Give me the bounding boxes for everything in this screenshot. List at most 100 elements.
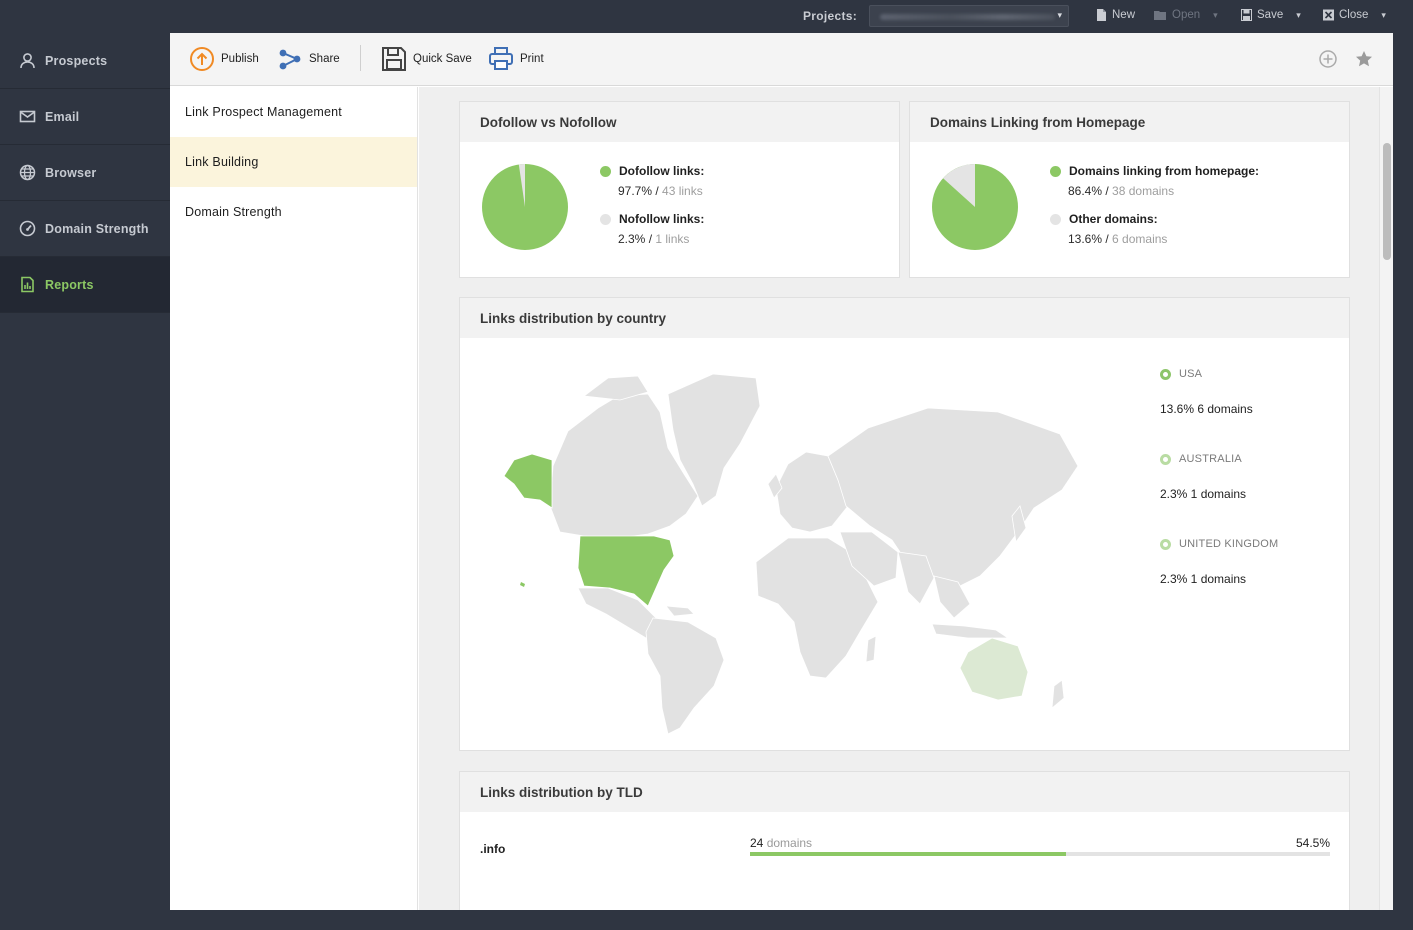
legend-percent: 97.7% xyxy=(618,184,653,198)
close-button[interactable]: Close ▾ xyxy=(1323,9,1386,21)
subnav-item-domain-strength[interactable]: Domain Strength xyxy=(185,205,282,219)
scrollbar-thumb[interactable] xyxy=(1383,143,1391,260)
content-scrollbar[interactable] xyxy=(1379,87,1393,910)
legend-count: 6 domains xyxy=(1112,232,1168,246)
legend-label: Other domains: xyxy=(1069,212,1158,226)
publish-label: Publish xyxy=(221,53,259,65)
map-region-uk xyxy=(767,473,783,499)
country-name: USA xyxy=(1179,368,1203,380)
floppy-icon xyxy=(1241,9,1252,21)
nav-label: Email xyxy=(45,109,80,124)
legend-label: Domains linking from homepage: xyxy=(1069,164,1260,178)
toolbar-divider xyxy=(360,45,361,71)
project-name-blurred xyxy=(880,14,1055,20)
legend-ring-icon xyxy=(1160,453,1171,465)
project-select[interactable]: ▾ xyxy=(869,5,1069,27)
legend-count: 43 links xyxy=(662,184,703,198)
report-subnav: Link Prospect Management Link Building D… xyxy=(170,87,418,910)
map-region-alaska xyxy=(503,453,553,509)
report-icon xyxy=(21,276,34,293)
share-button[interactable]: Share xyxy=(277,46,340,72)
map-region-greenland xyxy=(667,373,761,507)
print-label: Print xyxy=(520,53,544,65)
nav-item-email[interactable]: Email xyxy=(0,89,170,145)
country-legend-item: AUSTRALIA 2.3% 1 domains xyxy=(1160,453,1278,501)
tld-row: .info 24 domains 54.5% xyxy=(480,836,1330,866)
globe-icon xyxy=(19,164,36,181)
map-region-asia xyxy=(827,407,1079,589)
nav-item-prospects[interactable]: Prospects xyxy=(0,33,170,89)
legend-count: 1 links xyxy=(655,232,690,246)
new-button[interactable]: New xyxy=(1096,9,1135,21)
projects-label: Projects: xyxy=(803,9,858,23)
map-region-middle-east xyxy=(839,531,899,587)
gauge-icon xyxy=(19,220,36,237)
legend-dot xyxy=(600,213,611,225)
report-toolbar: Publish Share Quick Save Print xyxy=(170,33,1393,86)
country-stat: 2.3% 1 domains xyxy=(1160,572,1247,586)
legend-dot xyxy=(1050,165,1061,177)
map-region-caribbean xyxy=(665,605,695,617)
country-stat: 2.3% 1 domains xyxy=(1160,487,1247,501)
map-region-indonesia xyxy=(931,623,1010,639)
homepage-legend: Domains linking from homepage: 86.4% / 3… xyxy=(1050,164,1259,260)
nav-item-browser[interactable]: Browser xyxy=(0,145,170,201)
nav-item-reports[interactable]: Reports xyxy=(0,257,170,313)
map-region-japan xyxy=(1011,505,1027,544)
tld-progress-fill xyxy=(750,852,1067,856)
upload-icon xyxy=(190,47,214,71)
dofollow-card: Dofollow vs Nofollow Dofollow links: 97.… xyxy=(459,101,900,278)
legend-item: Other domains: 13.6% / 6 domains xyxy=(1050,212,1259,246)
print-button[interactable]: Print xyxy=(488,46,544,72)
chevron-down-icon: ▾ xyxy=(1213,9,1218,20)
nav-item-domain-strength[interactable]: Domain Strength xyxy=(0,201,170,257)
save-button[interactable]: Save ▾ xyxy=(1241,9,1301,21)
new-label: New xyxy=(1112,9,1136,21)
floppy-icon xyxy=(382,47,406,71)
world-map xyxy=(503,373,1079,735)
subnav-item-link-prospect-management[interactable]: Link Prospect Management xyxy=(185,105,342,119)
map-region-new-zealand xyxy=(1051,679,1065,709)
chevron-down-icon: ▾ xyxy=(1057,10,1062,20)
map-region-south-america xyxy=(645,617,725,735)
dofollow-pie-chart xyxy=(481,163,569,251)
subnav-item-link-building[interactable]: Link Building xyxy=(170,137,417,187)
legend-label: Dofollow links: xyxy=(619,164,705,178)
country-stat: 13.6% 6 domains xyxy=(1160,402,1253,416)
nav-label: Prospects xyxy=(45,53,108,68)
add-circle-icon[interactable] xyxy=(1318,49,1338,69)
map-region-usa xyxy=(577,535,675,607)
map-region-hawaii xyxy=(520,582,525,587)
legend-separator: / xyxy=(645,232,656,246)
tld-count-unit: domains xyxy=(763,836,813,850)
legend-item: Domains linking from homepage: 86.4% / 3… xyxy=(1050,164,1259,198)
share-icon xyxy=(279,49,301,70)
open-button[interactable]: Open ▾ xyxy=(1154,9,1218,21)
legend-percent: 86.4% xyxy=(1068,184,1103,198)
legend-dot xyxy=(600,165,611,177)
legend-separator: / xyxy=(1102,184,1113,198)
left-nav: Prospects Email Browser Domain Strength … xyxy=(0,33,170,930)
map-region-madagascar xyxy=(865,635,877,663)
printer-icon xyxy=(489,47,513,70)
quick-save-button[interactable]: Quick Save xyxy=(381,46,472,72)
legend-percent: 2.3% xyxy=(618,232,646,246)
tld-card: Links distribution by TLD .info 24 domai… xyxy=(459,771,1350,910)
card-title: Links distribution by country xyxy=(460,298,1349,338)
legend-separator: / xyxy=(652,184,663,198)
legend-item: Dofollow links: 97.7% / 43 links xyxy=(600,164,704,198)
country-legend-item: UNITED KINGDOM 2.3% 1 domains xyxy=(1160,538,1278,586)
file-icon xyxy=(1097,9,1106,21)
star-icon[interactable] xyxy=(1354,49,1374,69)
legend-count: 38 domains xyxy=(1112,184,1175,198)
legend-dot xyxy=(1050,213,1061,225)
tld-name: .info xyxy=(480,842,506,856)
nav-label: Domain Strength xyxy=(45,221,149,236)
top-bar: Projects: ▾ New Open ▾ Save ▾ Close ▾ xyxy=(0,0,1413,33)
open-label: Open xyxy=(1172,9,1201,21)
card-title: Domains Linking from Homepage xyxy=(910,102,1349,142)
country-legend: USA 13.6% 6 domains AUSTRALIA 2.3% 1 dom… xyxy=(1160,368,1278,623)
legend-percent: 13.6% xyxy=(1068,232,1103,246)
legend-item: Nofollow links: 2.3% / 1 links xyxy=(600,212,704,246)
publish-button[interactable]: Publish xyxy=(189,46,259,72)
